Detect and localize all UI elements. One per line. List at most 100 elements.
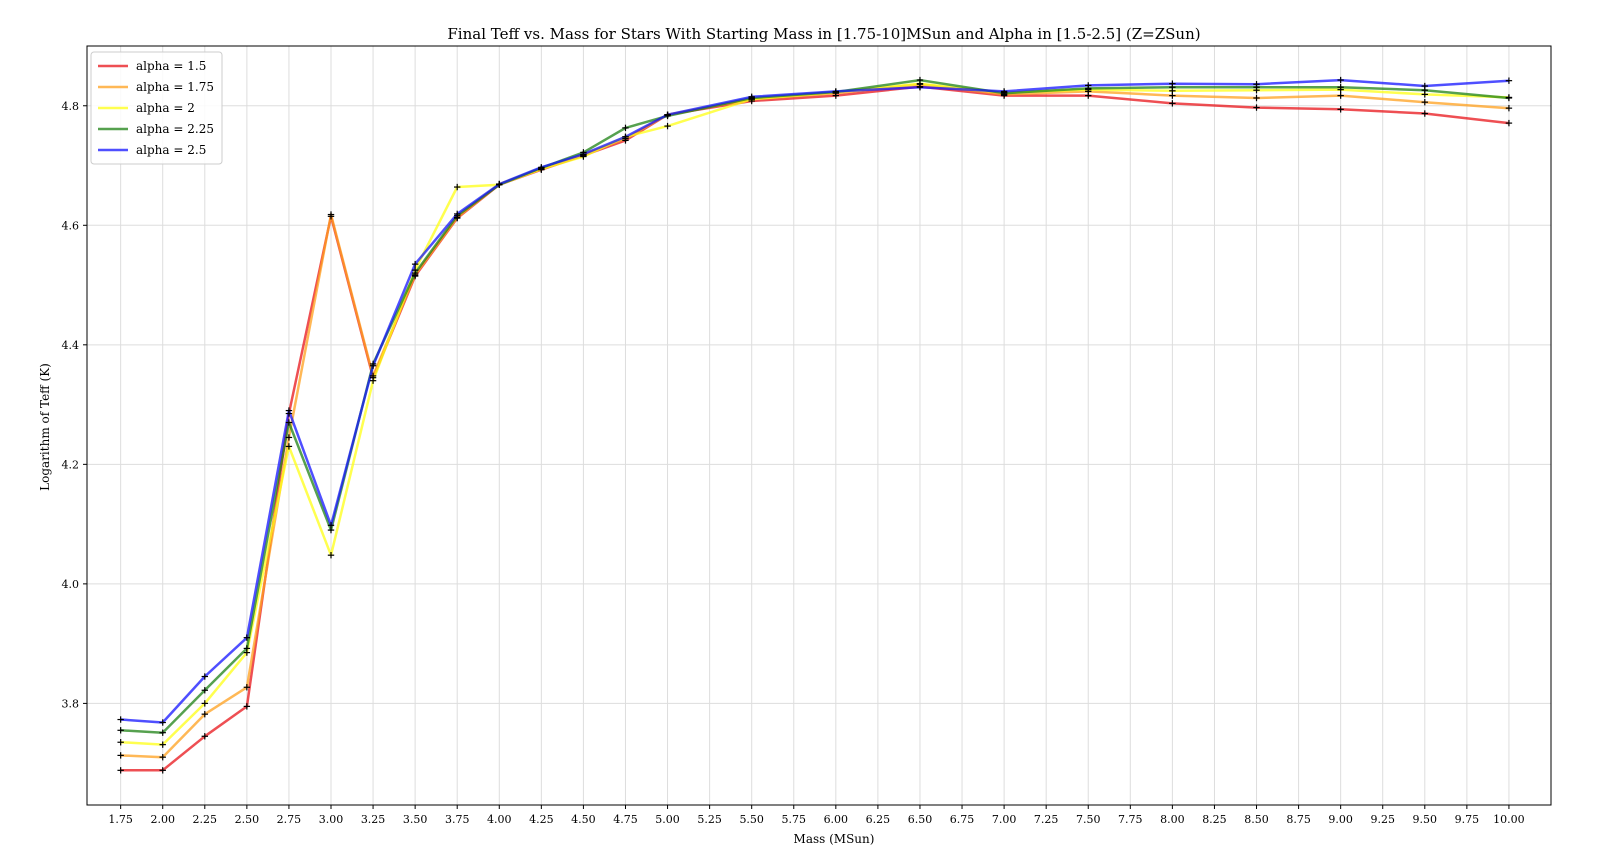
- data-point: [117, 767, 124, 774]
- data-point: [664, 122, 671, 130]
- data-point: [1421, 110, 1428, 117]
- legend-label: alpha = 1.75: [136, 80, 214, 94]
- x-tick-label: 5.25: [697, 813, 722, 826]
- legend-label: alpha = 2.25: [136, 122, 214, 136]
- x-tick-label: 2.25: [193, 813, 218, 826]
- data-point: [1169, 80, 1176, 87]
- legend-items: alpha = 1.5 alpha = 1.75 alpha = 2 alpha = …: [98, 59, 214, 157]
- x-tick-label: 9.25: [1370, 813, 1395, 826]
- data-point: [117, 739, 124, 746]
- data-point: [411, 269, 419, 277]
- y-tick-label: 3.8: [62, 697, 80, 710]
- x-axis-label: Mass (MSun): [794, 832, 875, 846]
- x-tick-label: 9.75: [1455, 813, 1480, 826]
- legend-entry: alpha = 2: [98, 101, 195, 115]
- data-point: [243, 645, 251, 652]
- data-point: [285, 419, 293, 426]
- legend-label: alpha = 2: [136, 101, 195, 115]
- data-point: [1253, 81, 1260, 88]
- y-tick-label: 4.0: [62, 578, 80, 591]
- legend-entry: alpha = 2.5: [98, 143, 206, 157]
- data-point: [538, 164, 545, 171]
- data-point: [916, 84, 924, 91]
- x-tick-label: 3.75: [445, 813, 470, 826]
- x-tick-label: 4.25: [529, 813, 554, 826]
- data-point: [1337, 92, 1344, 99]
- x-tick-label: 6.25: [866, 813, 891, 826]
- data-point: [369, 362, 377, 369]
- series-line-4: [120, 78, 1509, 724]
- data-point: [285, 443, 293, 450]
- data-point: [1505, 77, 1513, 84]
- data-point: [159, 767, 166, 774]
- data-point: [1253, 104, 1260, 111]
- x-tick-label: 8.25: [1202, 813, 1227, 826]
- x-tick-label: 4.00: [487, 813, 512, 826]
- data-point: [285, 407, 293, 414]
- data-point: [243, 634, 251, 641]
- x-tick-label: 3.25: [361, 813, 386, 826]
- x-tick-label: 8.75: [1286, 813, 1311, 826]
- data-point: [201, 700, 208, 707]
- x-tick-label: 5.75: [782, 813, 807, 826]
- data-point: [159, 753, 166, 761]
- legend: alpha = 1.5 alpha = 1.75 alpha = 2 alpha = …: [90, 51, 223, 165]
- data-point: [243, 684, 251, 691]
- data-point: [1085, 82, 1092, 89]
- x-tick-label: 8.50: [1244, 813, 1269, 826]
- legend-box: [90, 51, 223, 165]
- data-point: [916, 76, 924, 84]
- series-line-3: [120, 78, 1510, 734]
- data-point: [1421, 98, 1428, 106]
- data-point: [496, 180, 503, 188]
- y-tick-label: 4.8: [62, 100, 80, 113]
- x-tick-label: 6.75: [950, 813, 975, 826]
- x-tick-label: 7.50: [1076, 813, 1101, 826]
- y-axis-ticks: 3.8 4.0 4.2 4.4 4.6 4.8: [62, 100, 87, 710]
- data-point: [411, 260, 419, 268]
- legend-entry: alpha = 1.75: [98, 80, 214, 94]
- x-tick-label: 2.00: [150, 813, 175, 826]
- data-point: [1337, 106, 1344, 113]
- x-tick-label: 9.00: [1328, 813, 1353, 826]
- data-point: [327, 551, 335, 559]
- x-tick-label: 2.50: [235, 813, 260, 826]
- x-axis-ticks: 1.75 2.00 2.25 2.50 2.75 3.00 3.25 3.50 3.75 4.00…: [108, 805, 1525, 826]
- data-point: [664, 111, 671, 118]
- data-point: [159, 729, 166, 736]
- data-point: [454, 183, 461, 191]
- data-point: [243, 703, 251, 710]
- data-point: [1505, 119, 1513, 127]
- x-tick-label: 5.00: [655, 813, 680, 826]
- x-tick-label: 6.00: [824, 813, 849, 826]
- plot-frame: [86, 45, 1552, 806]
- data-point: [832, 88, 840, 95]
- data-point: [201, 733, 208, 740]
- data-point: [1421, 82, 1428, 90]
- data-point: [1337, 84, 1344, 91]
- x-tick-label: 3.50: [403, 813, 428, 826]
- data-point: [117, 716, 124, 723]
- series-lines: [120, 78, 1510, 772]
- y-tick-label: 4.2: [62, 458, 80, 471]
- data-point: [580, 150, 587, 158]
- data-point: [622, 133, 629, 141]
- data-point: [454, 210, 461, 218]
- x-tick-label: 1.75: [108, 813, 133, 826]
- x-tick-label: 10.00: [1493, 813, 1525, 826]
- y-axis-label: Logarithm of Teff (K): [38, 363, 52, 491]
- x-tick-label: 5.50: [739, 813, 764, 826]
- x-tick-label: 4.50: [571, 813, 596, 826]
- x-tick-label: 6.50: [908, 813, 933, 826]
- y-tick-label: 4.6: [62, 219, 80, 232]
- data-point: [327, 522, 335, 529]
- data-point: [159, 719, 166, 726]
- data-point: [1337, 76, 1344, 84]
- data-markers: [117, 76, 1513, 774]
- x-tick-label: 7.00: [992, 813, 1017, 826]
- data-point: [201, 673, 208, 680]
- legend-label: alpha = 1.5: [136, 59, 206, 73]
- data-point: [748, 93, 755, 100]
- x-tick-label: 9.50: [1413, 813, 1438, 826]
